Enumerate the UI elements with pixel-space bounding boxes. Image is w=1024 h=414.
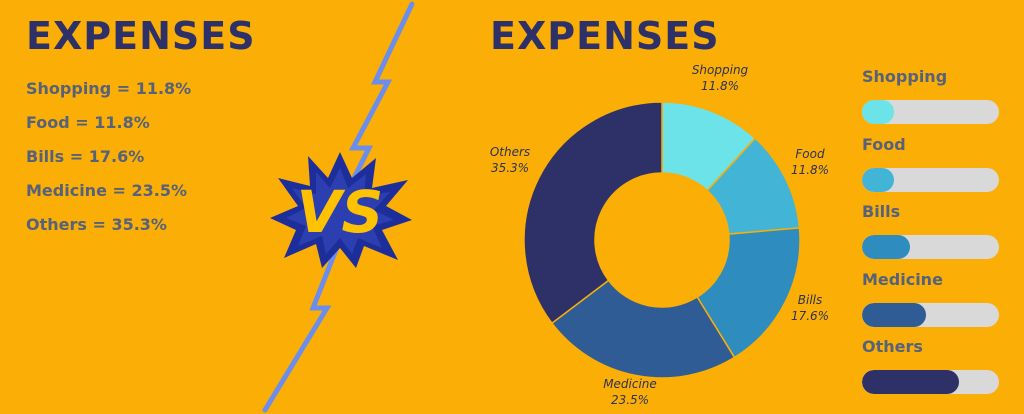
slice-value-medicine: 23.5% <box>611 393 649 407</box>
slice-value-food: 11.8% <box>791 163 829 177</box>
progress-item-shopping: Shopping <box>862 66 1002 134</box>
progress-label-shopping: Shopping <box>862 67 948 86</box>
slice-label-others: Others <box>490 145 530 159</box>
progress-track-food <box>862 167 999 192</box>
vs-burst-icon: VS <box>270 152 412 268</box>
progress-fill-medicine <box>862 302 927 327</box>
slice-label-food: Food <box>795 147 825 161</box>
progress-list: Shopping Food Bills Medicine Others <box>862 66 1002 404</box>
progress-item-food: Food <box>862 134 1002 202</box>
donut-slice-bills <box>696 227 801 359</box>
expense-text-bills: Bills = 17.6% <box>26 147 145 166</box>
vs-text: VS <box>297 178 384 246</box>
progress-label-bills: Bills <box>862 202 901 221</box>
progress-fill-bills <box>862 235 911 259</box>
expense-text-medicine: Medicine = 23.5% <box>26 181 187 200</box>
right-title: EXPENSES <box>490 14 720 58</box>
progress-track-others <box>862 370 999 394</box>
progress-label-medicine: Medicine <box>862 269 943 289</box>
donut-slice-medicine <box>550 279 736 379</box>
progress-item-medicine: Medicine <box>862 269 1002 337</box>
slice-label-medicine: Medicine <box>603 377 657 391</box>
progress-fill-food <box>862 167 895 192</box>
progress-fill-shopping <box>862 100 895 124</box>
progress-track-shopping <box>862 100 999 124</box>
progress-label-others: Others <box>862 337 923 356</box>
progress-fill-others <box>862 370 959 394</box>
expense-text-list: Shopping = 11.8% Food = 11.8% Bills = 17… <box>26 78 191 248</box>
donut-slice-others <box>523 101 663 325</box>
slice-value-shopping: 11.8% <box>701 79 739 93</box>
progress-item-bills: Bills <box>862 201 1002 269</box>
slice-value-others: 35.3% <box>491 161 529 175</box>
left-title: EXPENSES <box>26 14 256 58</box>
expense-text-food: Food = 11.8% <box>26 113 150 132</box>
slice-label-bills: Bills <box>798 293 823 307</box>
progress-label-food: Food <box>862 134 906 154</box>
expense-text-shopping: Shopping = 11.8% <box>26 79 192 98</box>
progress-track-medicine <box>862 302 999 327</box>
slice-label-shopping: Shopping <box>692 63 749 77</box>
donut-chart: Shopping 11.8% Food 11.8% Bills 17.6% Medicine… <box>490 63 829 407</box>
expense-text-others: Others = 35.3% <box>26 215 167 234</box>
progress-item-others: Others <box>862 336 1002 404</box>
progress-track-bills <box>862 235 999 259</box>
slice-value-bills: 17.6% <box>791 309 829 323</box>
